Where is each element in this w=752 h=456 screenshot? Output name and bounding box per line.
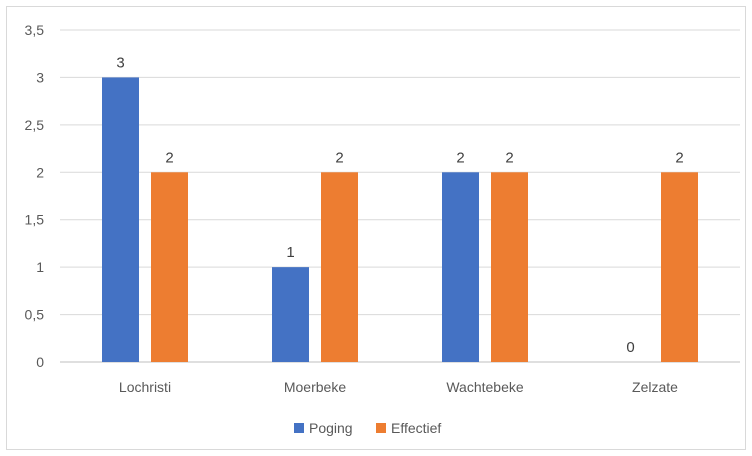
data-label: 0 xyxy=(626,339,634,356)
y-tick-label: 1 xyxy=(36,259,44,275)
y-tick-label: 3,5 xyxy=(25,22,45,38)
data-label: 2 xyxy=(675,149,683,166)
bars xyxy=(102,77,698,362)
legend-swatch-effectief xyxy=(376,423,386,433)
data-label: 2 xyxy=(335,149,343,166)
y-tick-label: 0,5 xyxy=(25,307,45,323)
data-labels: 3 2 1 2 2 2 0 2 xyxy=(116,54,683,356)
bar-effectief-zelzate xyxy=(661,172,698,362)
data-label: 1 xyxy=(286,244,294,261)
y-tick-label: 2 xyxy=(36,164,44,180)
legend-label-poging: Poging xyxy=(309,420,353,436)
bar-poging-lochristi xyxy=(102,77,139,362)
bar-poging-moerbeke xyxy=(272,267,309,362)
legend: Poging Effectief xyxy=(294,420,441,436)
data-label: 2 xyxy=(456,149,464,166)
data-label: 3 xyxy=(116,54,124,71)
bar-effectief-wachtebeke xyxy=(491,172,528,362)
x-category-label: Zelzate xyxy=(632,379,678,395)
data-label: 2 xyxy=(165,149,173,166)
bar-effectief-moerbeke xyxy=(321,172,358,362)
bar-poging-wachtebeke xyxy=(442,172,479,362)
x-category-label: Wachtebeke xyxy=(446,379,524,395)
x-category-label: Lochristi xyxy=(119,379,171,395)
y-tick-label: 2,5 xyxy=(25,117,45,133)
x-category-label: Moerbeke xyxy=(284,379,346,395)
bar-effectief-lochristi xyxy=(151,172,188,362)
data-label: 2 xyxy=(505,149,513,166)
x-axis-categories: Lochristi Moerbeke Wachtebeke Zelzate xyxy=(119,379,678,395)
y-tick-label: 0 xyxy=(36,354,44,370)
y-tick-label: 1,5 xyxy=(25,212,45,228)
y-tick-label: 3 xyxy=(36,69,44,85)
legend-label-effectief: Effectief xyxy=(391,420,441,436)
y-axis-ticks: 0 0,5 1 1,5 2 2,5 3 3,5 xyxy=(25,22,45,370)
legend-swatch-poging xyxy=(294,423,304,433)
